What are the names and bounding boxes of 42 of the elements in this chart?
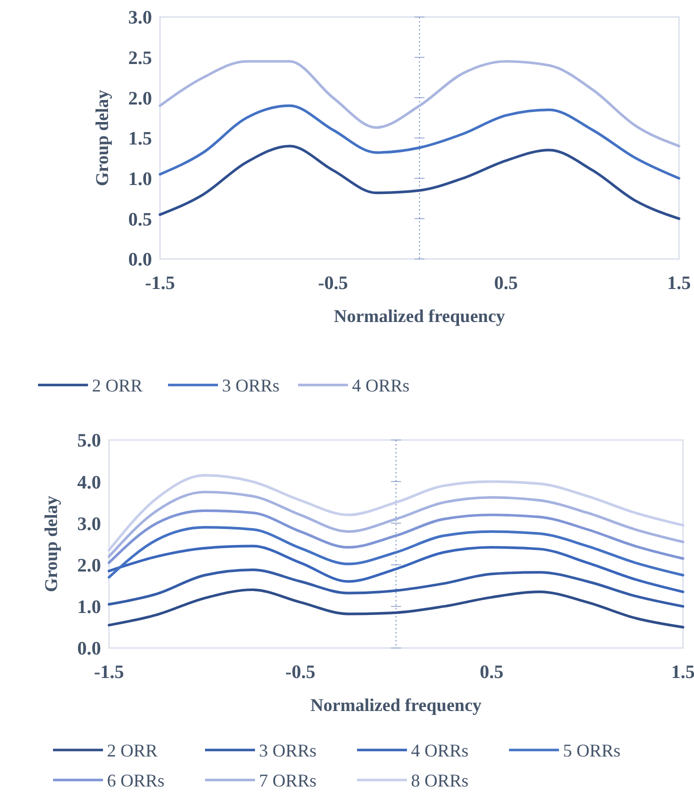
- x-tick-label: -0.5: [318, 273, 348, 294]
- y-tick-label: 2.0: [128, 88, 152, 110]
- x-tick-label: -1.5: [144, 273, 176, 294]
- line-series: [108, 588, 684, 628]
- y-tick-label: 2.5: [128, 48, 152, 69]
- legend-label: 3 ORRs: [222, 375, 280, 396]
- line-series: [158, 60, 680, 148]
- y-tick-label: 4.0: [77, 472, 101, 494]
- x-tick-label: -1.5: [94, 662, 124, 683]
- y-axis-title: Group delay: [41, 496, 61, 592]
- x-tick-label: 0.5: [480, 662, 504, 683]
- y-tick-label: 5.0: [77, 430, 101, 452]
- y-tick-label: 0.0: [128, 250, 152, 271]
- legend-label: 3 ORRs: [259, 740, 317, 760]
- x-axis-title: Normalized frequency: [334, 306, 506, 326]
- legend-label: 2 ORR: [92, 375, 143, 396]
- y-tick-label: 0.0: [77, 638, 101, 660]
- x-axis-title: Normalized frequency: [310, 695, 482, 715]
- y-tick-label: 1.0: [128, 168, 152, 190]
- legend-label: 2 ORR: [107, 740, 158, 760]
- legend-label: 8 ORRs: [411, 770, 469, 790]
- legend-label: 4 ORRs: [411, 740, 469, 760]
- line-series: [108, 509, 684, 564]
- line-series: [158, 104, 680, 180]
- y-axis-title: Group delay: [92, 90, 112, 186]
- legend-label: 4 ORRs: [352, 375, 410, 396]
- y-tick-label: 1.0: [77, 597, 101, 618]
- line-series: [158, 144, 680, 220]
- y-tick-label: 3.0: [77, 514, 101, 535]
- y-tick-label: 1.5: [128, 128, 152, 150]
- line-series: [108, 490, 684, 558]
- x-tick-label: 1.5: [667, 273, 691, 294]
- y-tick-label: 2.0: [77, 555, 101, 576]
- legend-label: 5 ORRs: [563, 740, 621, 760]
- legend-label: 7 ORRs: [259, 770, 317, 790]
- y-tick-label: 0.5: [128, 209, 152, 230]
- legend-label: 6 ORRs: [107, 770, 165, 790]
- x-tick-label: 0.5: [494, 273, 518, 294]
- line-series: [108, 568, 684, 608]
- x-tick-label: -0.5: [285, 662, 316, 683]
- x-tick-label: 1.5: [671, 662, 694, 683]
- y-tick-label: 3.0: [128, 8, 152, 29]
